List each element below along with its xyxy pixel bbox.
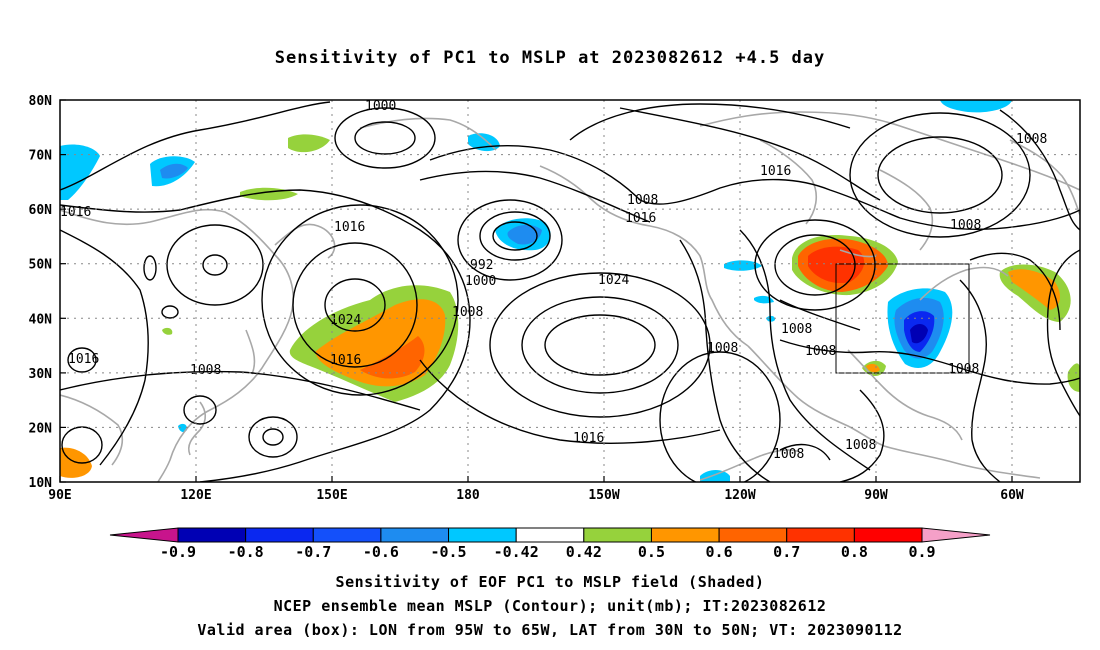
colorbar-label: -0.9 bbox=[160, 543, 196, 561]
contour-label: 1016 bbox=[334, 220, 365, 235]
colorbar-cell bbox=[853, 527, 923, 543]
contour-label: 1008 bbox=[948, 362, 979, 377]
colorbar-low-triangle bbox=[109, 527, 179, 543]
contour-label: 1008 bbox=[773, 447, 804, 462]
colorbar-cell bbox=[448, 527, 517, 543]
contour-label: 1008 bbox=[845, 438, 876, 453]
colorbar-label: 0.5 bbox=[638, 543, 665, 561]
colorbar-label: -0.5 bbox=[430, 543, 466, 561]
colorbar: -0.9 -0.8 -0.7 -0.6 -0.5 -0.42 0.42 0.5 0.6 0.7 0.… bbox=[109, 527, 991, 561]
positive-sensitivity-peak bbox=[360, 336, 425, 379]
positive-sensitivity-patch bbox=[1067, 363, 1080, 392]
contour-label: 1008 bbox=[805, 344, 836, 359]
contour-label: 1016 bbox=[573, 431, 604, 446]
negative-sensitivity-max bbox=[910, 324, 928, 344]
longitude-labels: 90E 120E 150E 180 150W 120W 90W 60W bbox=[48, 488, 1024, 503]
lat-label: 10N bbox=[29, 476, 53, 491]
contour-label: 1024 bbox=[598, 273, 629, 288]
colorbar-cell bbox=[515, 527, 585, 543]
contour-label: 1024 bbox=[330, 313, 361, 328]
lon-label: 120W bbox=[724, 488, 755, 503]
lat-label: 60N bbox=[29, 203, 53, 218]
lon-label: 180 bbox=[456, 488, 480, 503]
contour-label: 1008 bbox=[781, 322, 812, 337]
contour-label: 992 bbox=[470, 258, 493, 273]
coastlines bbox=[60, 111, 1080, 482]
contour-label: 1008 bbox=[950, 218, 981, 233]
lon-label: 150W bbox=[588, 488, 619, 503]
colorbar-cell bbox=[650, 527, 720, 543]
map-plot-area: 1000 1008 1016 1016 1008 1016 1008 992 1… bbox=[60, 99, 1080, 482]
positive-sensitivity-patch bbox=[162, 327, 173, 335]
colorbar-label: -0.42 bbox=[494, 543, 539, 561]
caption-line-1: Sensitivity of EOF PC1 to MSLP field (Sh… bbox=[335, 573, 765, 591]
colorbar-label: 0.8 bbox=[841, 543, 868, 561]
contour-label: 1008 bbox=[707, 341, 738, 356]
valid-area-box bbox=[835, 263, 970, 374]
colorbar-label: 0.9 bbox=[908, 543, 935, 561]
contour-label: 1016 bbox=[625, 211, 656, 226]
negative-sensitivity-patch bbox=[700, 470, 730, 482]
latitude-labels: 80N 70N 60N 50N 40N 30N 20N 10N bbox=[29, 94, 53, 491]
colorbar-cell bbox=[380, 527, 450, 543]
contour-label: 1016 bbox=[760, 164, 791, 179]
colorbar-high-triangle bbox=[921, 527, 991, 543]
colorbar-label: -0.6 bbox=[363, 543, 399, 561]
lat-label: 80N bbox=[29, 94, 53, 109]
colorbar-label: 0.6 bbox=[706, 543, 733, 561]
contour-label: 1008 bbox=[627, 193, 658, 208]
contour-label: 1008 bbox=[1016, 132, 1047, 147]
axis-ticks bbox=[59, 99, 1013, 483]
colorbar-cell bbox=[177, 527, 247, 543]
caption-line-3: Valid area (box): LON from 95W to 65W, L… bbox=[197, 621, 903, 639]
colorbar-cell bbox=[583, 527, 652, 543]
lat-label: 30N bbox=[29, 367, 53, 382]
positive-sensitivity-patch bbox=[288, 134, 330, 153]
contour-label: 1000 bbox=[365, 99, 396, 114]
negative-sensitivity-patch bbox=[724, 260, 762, 271]
contour-label: 1008 bbox=[190, 363, 221, 378]
colorbar-label: 0.7 bbox=[773, 543, 800, 561]
lon-label: 60W bbox=[1000, 488, 1024, 503]
colorbar-cell bbox=[312, 527, 382, 543]
colorbar-cell bbox=[718, 527, 788, 543]
colorbar-label: -0.7 bbox=[295, 543, 331, 561]
lon-label: 90E bbox=[48, 488, 71, 503]
contour-label: 1008 bbox=[452, 305, 483, 320]
contour-label: 1016 bbox=[60, 205, 91, 220]
map-title: Sensitivity of PC1 to MSLP at 2023082612… bbox=[274, 48, 826, 68]
grid-lines bbox=[60, 100, 1080, 482]
colorbar-label: 0.42 bbox=[566, 543, 602, 561]
pressure-contours bbox=[60, 101, 1080, 482]
negative-sensitivity-patch bbox=[160, 163, 188, 179]
lat-label: 20N bbox=[29, 421, 53, 436]
lon-label: 90W bbox=[864, 488, 888, 503]
contour-label: 1016 bbox=[68, 352, 99, 367]
negative-sensitivity-core-pacific bbox=[507, 224, 542, 245]
colorbar-cell bbox=[786, 527, 855, 543]
contour-label: 1000 bbox=[465, 274, 496, 289]
contour-labels: 1000 1008 1016 1016 1008 1016 1008 992 1… bbox=[60, 99, 1047, 462]
lat-label: 50N bbox=[29, 258, 53, 273]
lat-label: 40N bbox=[29, 312, 53, 327]
lon-label: 120E bbox=[180, 488, 211, 503]
lat-label: 70N bbox=[29, 149, 53, 164]
plot-frame bbox=[59, 99, 1081, 483]
colorbar-cell bbox=[245, 527, 314, 543]
colorbar-label: -0.8 bbox=[228, 543, 264, 561]
negative-sensitivity-patch bbox=[940, 100, 1012, 113]
contour-label: 1016 bbox=[330, 353, 361, 368]
caption-line-2: NCEP ensemble mean MSLP (Contour); unit(… bbox=[273, 597, 827, 615]
lon-label: 150E bbox=[316, 488, 347, 503]
